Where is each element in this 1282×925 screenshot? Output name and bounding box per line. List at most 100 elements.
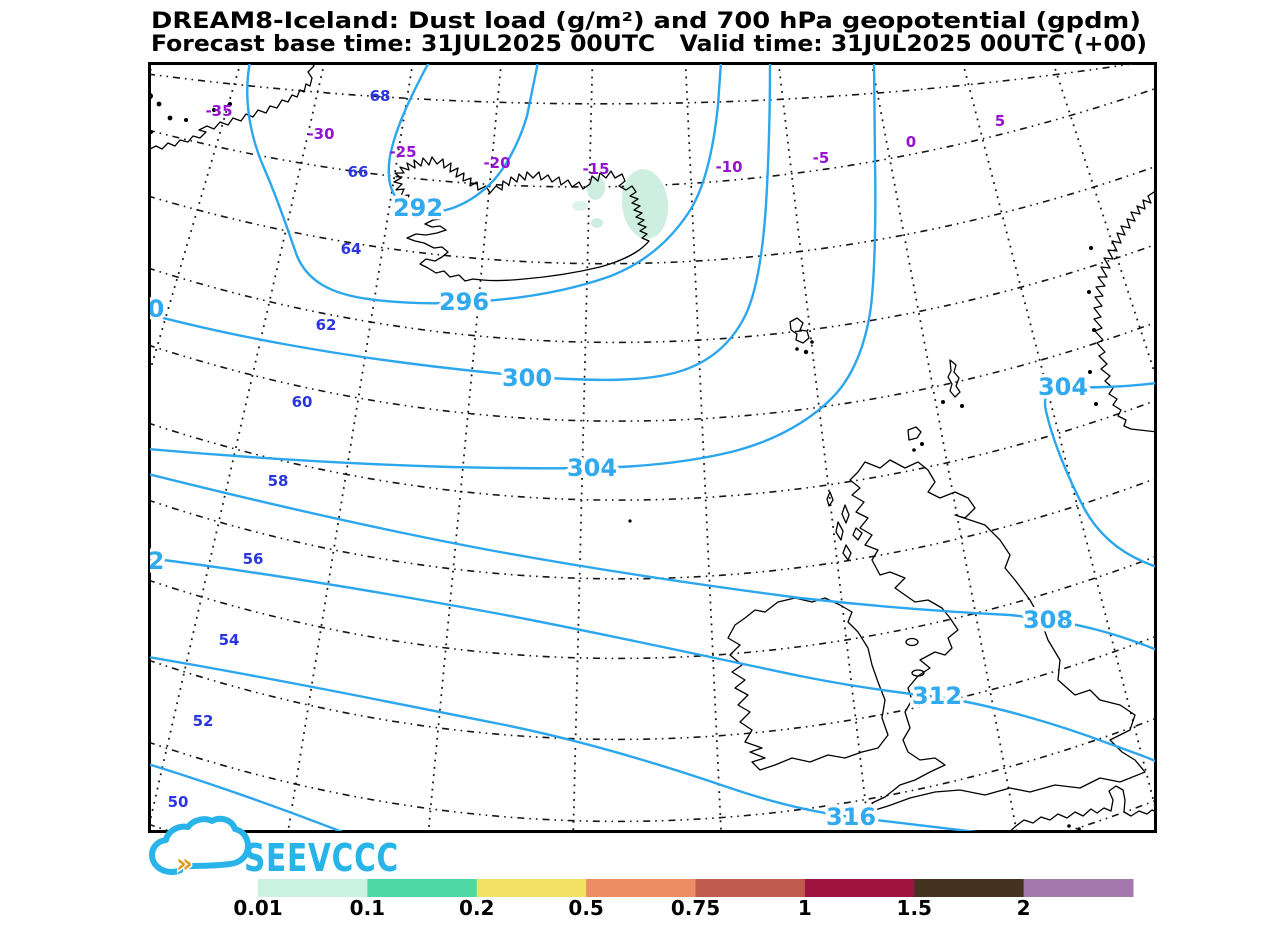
shetland-coastline [947, 359, 961, 398]
dust-patch-tiny [591, 218, 603, 228]
legend-tick-label: 1.5 [897, 896, 932, 920]
channel-island [1077, 827, 1081, 831]
seevccc-logo: » SEEVCCC [149, 815, 398, 881]
latitude-gridline [150, 555, 1155, 660]
shetland-islet [960, 404, 964, 408]
longitude-gridline [287, 64, 414, 831]
greenland-island [212, 108, 216, 112]
lon-axis-label: -25 [389, 143, 416, 161]
lat-axis-label: 58 [268, 472, 289, 490]
lon-axis-label: -15 [582, 160, 609, 178]
contour-312 [150, 557, 1155, 763]
legend-tick-label: 1 [798, 896, 812, 920]
latitude-gridline [150, 321, 1155, 422]
orkney-islet [912, 448, 916, 452]
contour-edge-partial-label: 2 [148, 547, 165, 575]
lat-axis-label: 52 [193, 712, 214, 730]
contour-value-label: 292 [393, 194, 443, 222]
contour-292 [387, 64, 539, 214]
latitude-gridline [150, 165, 1155, 265]
legend-color-swatch [367, 879, 478, 897]
contour-value-label: 308 [1023, 606, 1073, 634]
greenland-island [167, 115, 173, 121]
france-coastline [1009, 785, 1155, 831]
dust-load-shading [572, 169, 669, 239]
legend-tick-label: 2 [1017, 896, 1031, 920]
lat-axis-label: 60 [292, 393, 313, 411]
contour-304-norway-ridge [1043, 382, 1155, 568]
iceland-coastline [393, 156, 650, 282]
legend-tick-label: 0.2 [459, 896, 494, 920]
norway-islet [1087, 290, 1091, 294]
channel-island [1067, 824, 1071, 828]
greenland-island [150, 93, 153, 99]
legend-tick-label: 0.1 [350, 896, 385, 920]
faroe-islet [803, 349, 809, 355]
greenland-island [156, 101, 162, 107]
latitude-gridline [150, 64, 1137, 105]
contour-value-label: 296 [439, 288, 489, 316]
longitude-gridline [427, 64, 502, 831]
lat-axis-label: 54 [219, 631, 240, 649]
contour-296 [246, 64, 723, 305]
dust-patch-east-iceland [621, 169, 669, 239]
legend-tick-label: 0.5 [568, 896, 603, 920]
ireland-coastline [727, 597, 889, 771]
lon-axis-label: 0 [906, 133, 916, 151]
geopotential-contours [150, 64, 1155, 831]
coastlines [150, 64, 1155, 831]
longitude-gridline [572, 64, 594, 831]
faroe-islands-coastline [789, 317, 810, 344]
greenland-coastline [150, 64, 315, 150]
contour-304 [150, 64, 877, 470]
dust-load-legend: 0.01 0.1 0.2 0.5 0.75 1 1.5 2 [233, 879, 1134, 920]
norway-islet [1089, 246, 1093, 250]
longitude-gridline [962, 64, 1155, 810]
contour-value-label: 312 [912, 682, 962, 710]
contour-edge-partial-label: 0 [148, 295, 165, 323]
legend-color-swatch [586, 879, 696, 897]
lat-axis-label: 62 [316, 316, 337, 334]
norway-islet [1094, 402, 1098, 406]
contour-316 [150, 656, 979, 831]
dust-patch-small [586, 176, 606, 200]
lon-axis-label: -20 [483, 154, 510, 172]
contour-320-unlabeled [150, 763, 344, 831]
lat-axis-label: 66 [348, 163, 369, 181]
longitude-gridline [684, 64, 722, 831]
lat-axis-label: 68 [370, 87, 391, 105]
longitude-gridline [150, 64, 325, 826]
lat-axis-label: 56 [243, 550, 264, 568]
legend-color-swatch [476, 879, 587, 897]
contour-value-label: 300 [502, 364, 552, 392]
lon-axis-label: 5 [995, 112, 1005, 130]
contour-value-label: 316 [826, 803, 876, 831]
map-labels: -35 -30 -25 -20 -15 -10 -5 0 5 68 66 64 62 60 58 56 54 52… [148, 87, 1092, 831]
rockall-islet [628, 519, 632, 523]
longitude-gridline [777, 64, 870, 831]
norway-islet [1092, 328, 1096, 332]
lat-axis-label: 64 [341, 240, 362, 258]
norway-coastline [1093, 190, 1155, 433]
legend-color-swatch [1023, 879, 1134, 897]
lon-axis-label: -10 [715, 158, 742, 176]
hebrides-islands [826, 491, 863, 561]
latitude-gridline [150, 243, 1155, 344]
longitude-gridline [150, 64, 154, 74]
dust-patch-faint [572, 201, 588, 211]
logo-cloud-icon [149, 815, 251, 875]
chart-title: DREAM8-Iceland: Dust load (g/m²) and 700… [151, 9, 1141, 34]
legend-tick-label: 0.75 [671, 896, 720, 920]
contour-300 [150, 64, 772, 382]
latitude-gridline [150, 635, 1155, 741]
contour-value-label: 304 [567, 454, 617, 482]
legend-color-swatch [914, 879, 1025, 897]
chart-subtitle-times: Forecast base time: 31JUL2025 00UTC Vali… [151, 32, 1147, 57]
orkney-coastline [907, 426, 922, 441]
legend-color-swatch [258, 879, 368, 897]
logo-arrow-icon: » [176, 849, 193, 879]
lon-axis-label: -35 [205, 102, 232, 120]
latitude-gridline [150, 399, 1155, 501]
